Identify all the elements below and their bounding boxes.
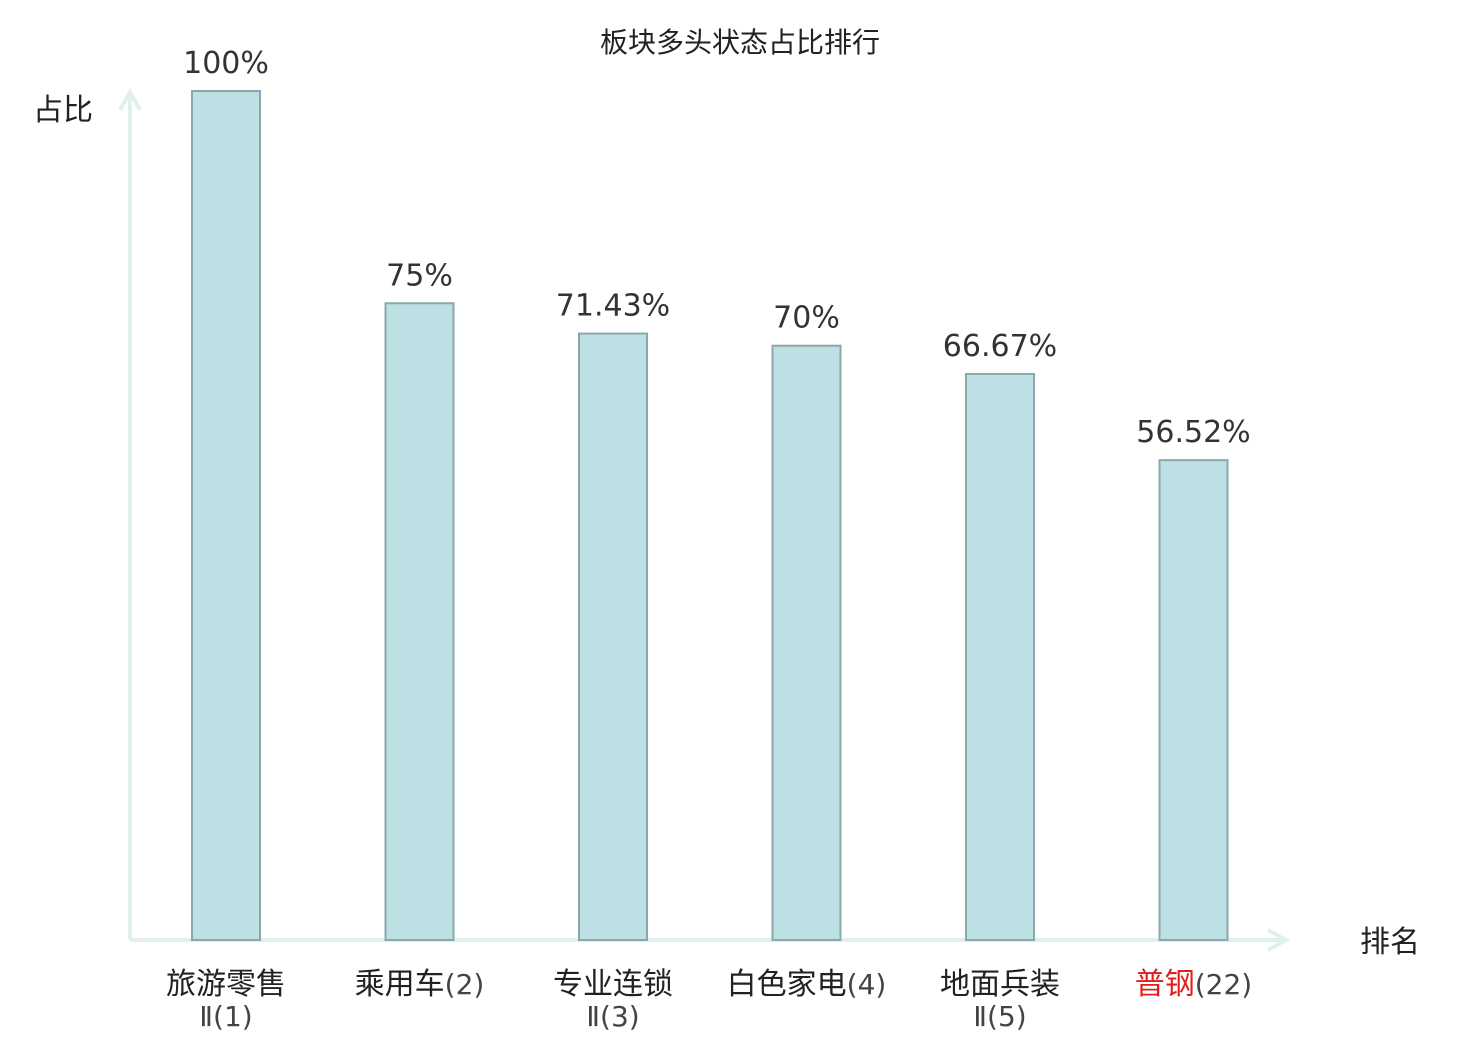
category-rank: Ⅱ(3) xyxy=(586,1000,639,1033)
category-rank: Ⅱ(5) xyxy=(973,1000,1026,1033)
bars-group xyxy=(191,90,1229,942)
chart-title: 板块多头状态占比排行 xyxy=(600,26,880,59)
category-name: 乘用车 xyxy=(355,967,445,1002)
x-axis-arrow xyxy=(1267,928,1291,952)
bar xyxy=(191,90,261,941)
bar-value-label: 56.52% xyxy=(1136,415,1250,450)
bar-value-label: 75% xyxy=(386,258,453,293)
value-labels-group: 100% 75% 71.43% 70% 66.67% 56.52% xyxy=(183,46,1251,450)
bar xyxy=(578,332,648,941)
category-label: 普钢(22) xyxy=(1135,967,1252,1002)
y-axis-arrow xyxy=(118,87,142,111)
axes xyxy=(118,87,1291,952)
y-axis-label: 占比 xyxy=(33,93,93,128)
category-rank: (4) xyxy=(847,968,887,1001)
bar xyxy=(965,372,1035,942)
category-name: 普钢 xyxy=(1135,967,1195,1002)
category-rank: (2) xyxy=(445,968,485,1001)
bar xyxy=(1158,459,1229,941)
category-name: 地面兵装 xyxy=(940,967,1060,1002)
bar-value-label: 100% xyxy=(183,46,269,81)
category-name: 白色家电 xyxy=(727,967,847,1002)
category-name: 旅游零售 xyxy=(166,967,286,1002)
category-name: 专业连锁 xyxy=(553,967,673,1002)
bar-value-label: 71.43% xyxy=(556,289,670,324)
category-label: 白色家电(4) xyxy=(727,967,887,1002)
category-rank: Ⅱ(1) xyxy=(199,1000,252,1033)
bar-value-label: 66.67% xyxy=(943,329,1057,364)
category-label: 乘用车(2) xyxy=(355,967,485,1002)
bar-value-label: 70% xyxy=(773,301,840,336)
category-rank: (22) xyxy=(1195,968,1252,1001)
bar xyxy=(771,344,842,941)
x-axis-label: 排名 xyxy=(1360,925,1420,960)
bar xyxy=(384,302,455,941)
